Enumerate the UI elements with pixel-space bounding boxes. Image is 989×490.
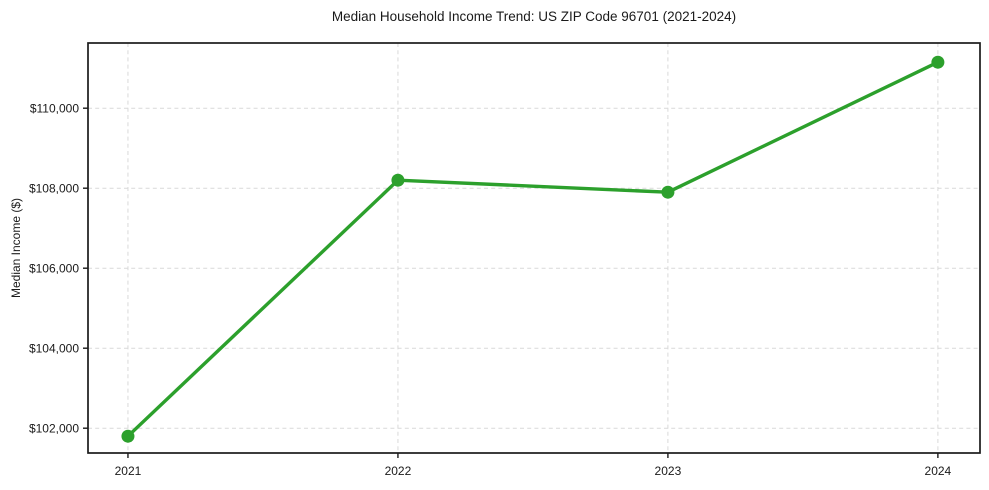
y-tick-label: $108,000	[29, 182, 79, 196]
x-tick-label: 2023	[655, 464, 682, 478]
data-point-marker	[931, 55, 945, 69]
y-tick-label: $102,000	[29, 422, 79, 436]
y-tick-label: $110,000	[30, 102, 79, 116]
plot-border	[87, 42, 981, 454]
trend-line	[126, 60, 940, 438]
x-tick-label: 2021	[115, 464, 142, 478]
data-point-marker	[661, 185, 675, 199]
x-tick-label: 2022	[385, 464, 412, 478]
data-point-marker	[121, 429, 135, 443]
data-point-marker	[391, 173, 405, 187]
y-tick-label: $106,000	[29, 262, 79, 276]
y-tick-label: $104,000	[29, 342, 79, 356]
x-tick-label: 2024	[925, 464, 952, 478]
chart-title: Median Household Income Trend: US ZIP Co…	[331, 9, 737, 24]
